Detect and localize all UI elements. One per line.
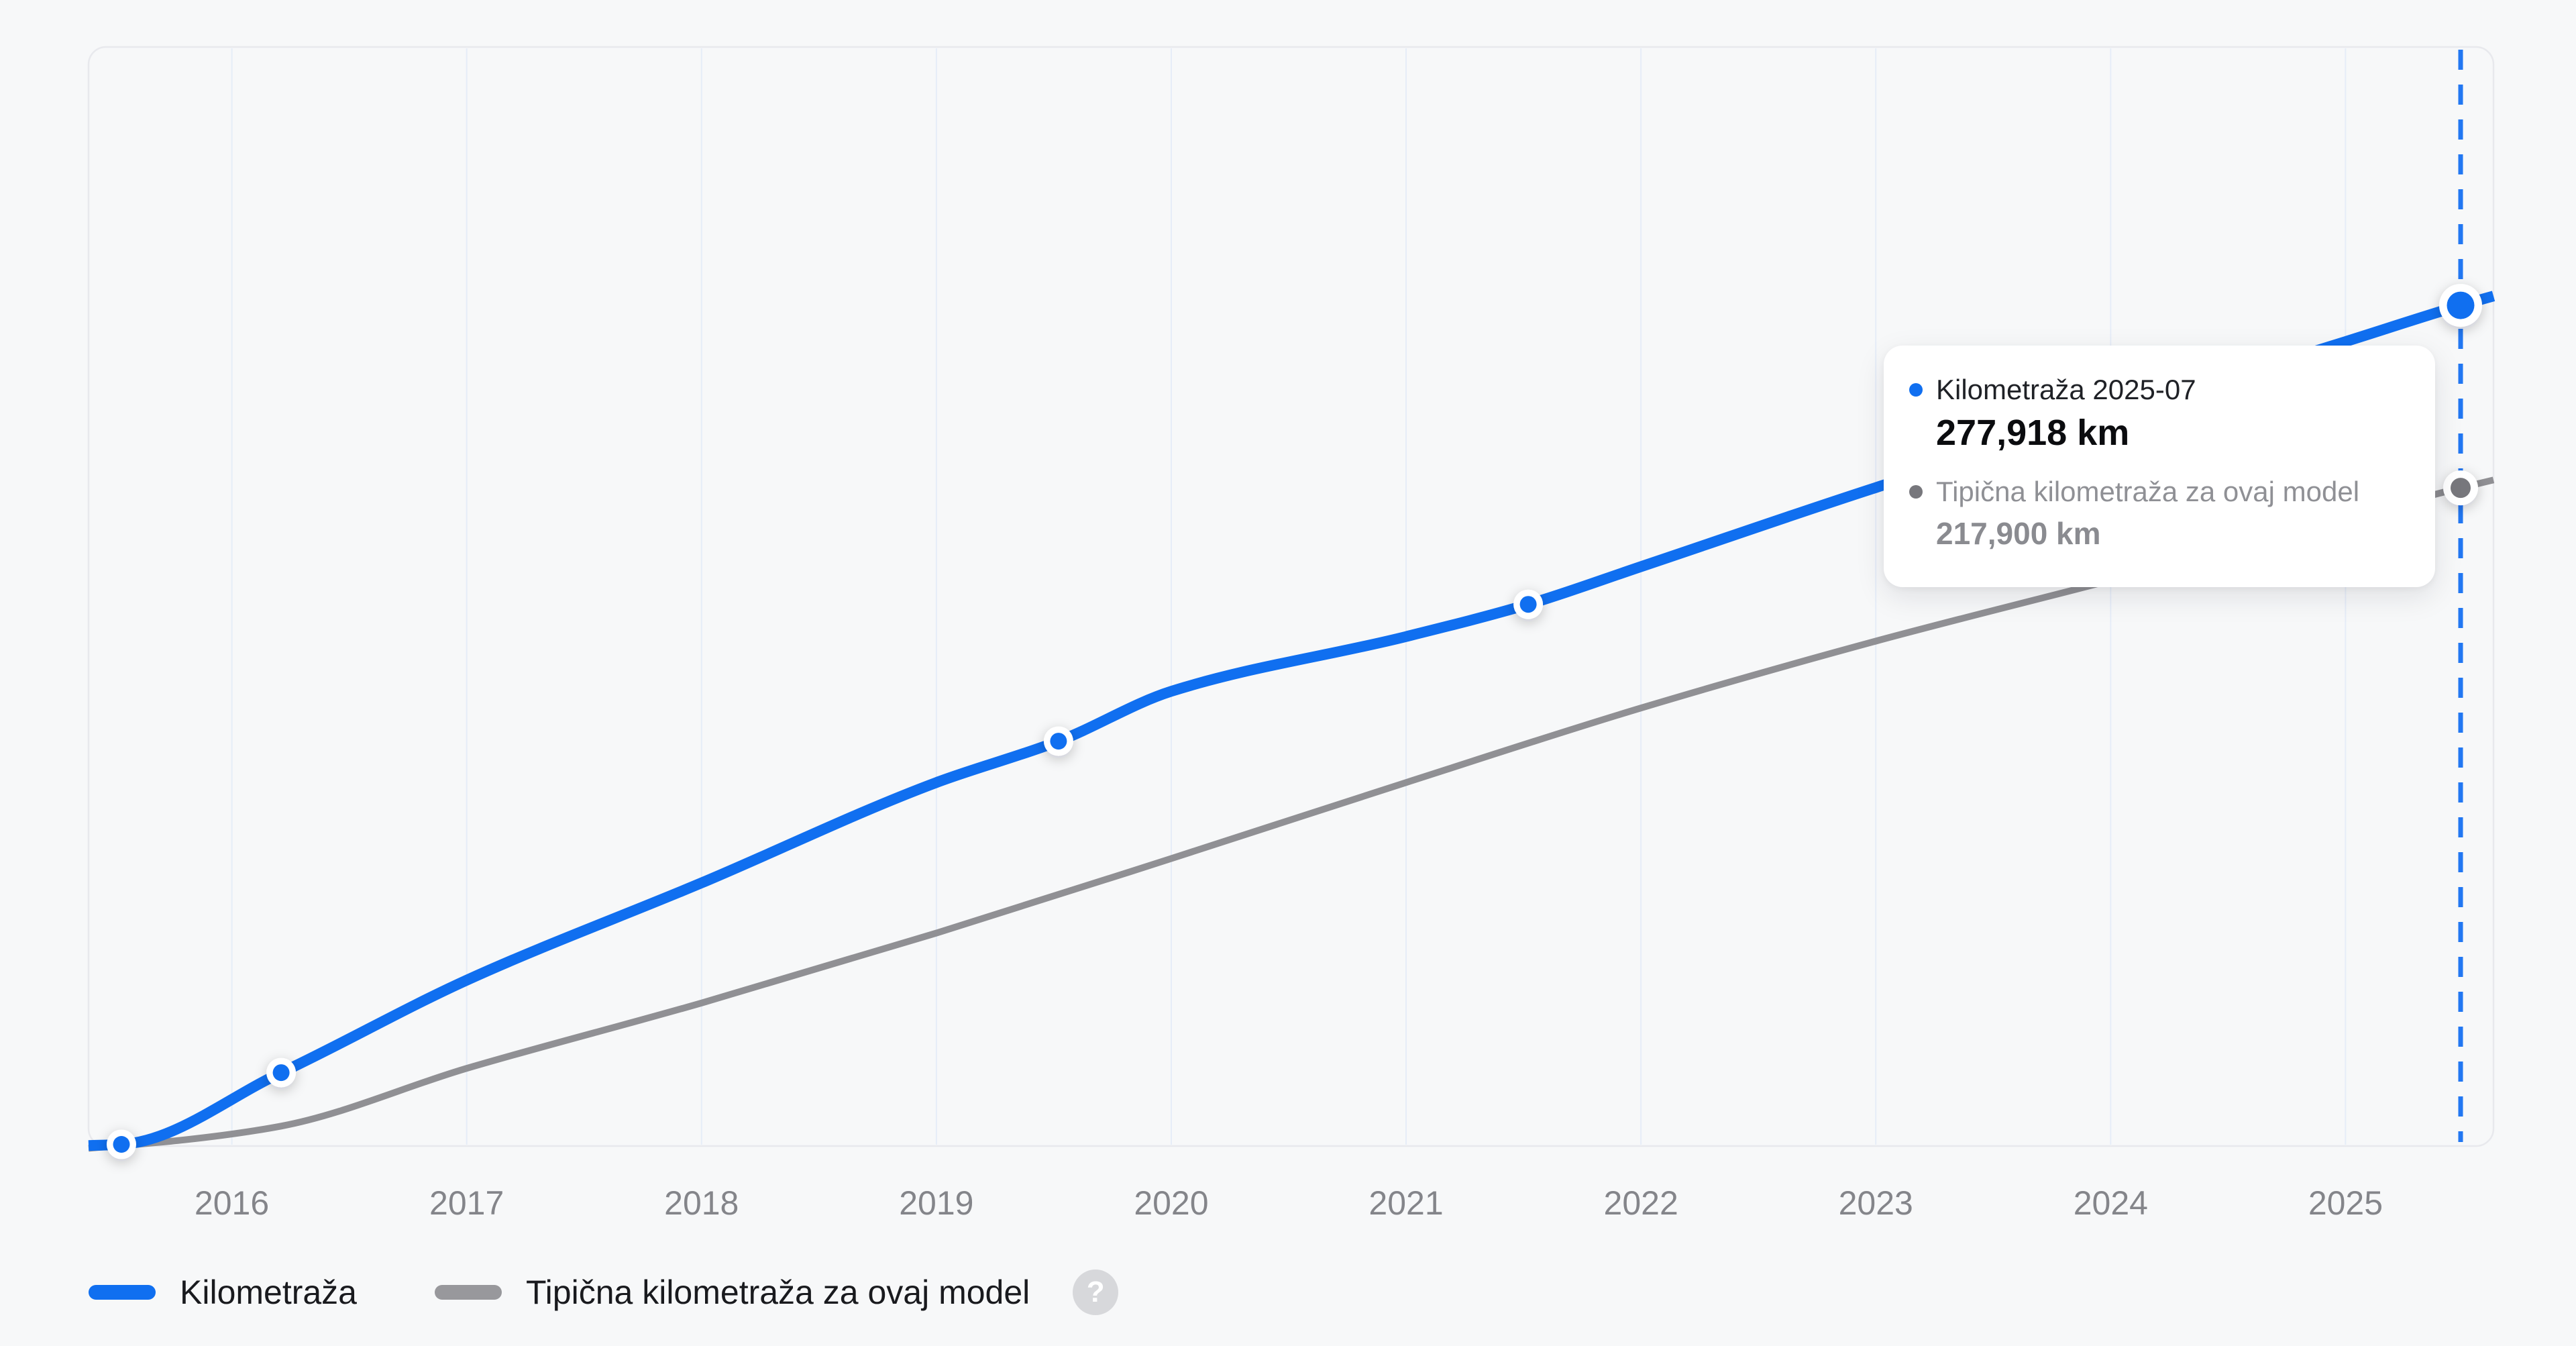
x-axis-label-2020: 2020 xyxy=(1134,1184,1209,1222)
tooltip-secondary-label: Tipična kilometraža za ovaj model xyxy=(1936,476,2360,507)
x-axis-label-2018: 2018 xyxy=(664,1184,739,1222)
legend-swatch-icon xyxy=(89,1285,156,1300)
x-axis-label-2021: 2021 xyxy=(1368,1184,1444,1222)
legend-item-tipicna[interactable]: Tipična kilometraža za ovaj model? xyxy=(435,1270,1119,1315)
tooltip-title: Kilometraža 2025-07 xyxy=(1936,374,2196,405)
x-axis-label-2022: 2022 xyxy=(1603,1184,1678,1222)
tooltip-primary-row: Kilometraža 2025-07 xyxy=(1909,374,2406,406)
legend-item-kilometraza[interactable]: Kilometraža xyxy=(89,1273,357,1312)
x-axis-label-2025: 2025 xyxy=(2308,1184,2383,1222)
plot-border xyxy=(87,46,2495,1147)
tooltip-primary-value: 277,918 km xyxy=(1936,413,2130,453)
x-axis-label-2017: 2017 xyxy=(429,1184,504,1222)
x-axis-label-2024: 2024 xyxy=(2073,1184,2148,1222)
chart-legend: Kilometraža Tipična kilometraža za ovaj m… xyxy=(89,1270,1119,1315)
x-axis-label-2023: 2023 xyxy=(1838,1184,1913,1222)
x-axis-label-2019: 2019 xyxy=(899,1184,974,1222)
data-point-marker-1 xyxy=(113,1136,130,1153)
legend-swatch-icon xyxy=(435,1285,502,1300)
data-point-marker-4 xyxy=(1519,596,1537,613)
tooltip-primary-bullet-icon xyxy=(1909,383,1923,397)
highlight-marker-tipicna xyxy=(2451,478,2471,499)
tooltip-secondary-value: 217,900 km xyxy=(1936,516,2101,551)
tooltip: Kilometraža 2025-07 277,918 km Tipična k… xyxy=(1884,346,2435,587)
legend-label: Kilometraža xyxy=(180,1274,357,1311)
data-point-marker-3 xyxy=(1050,733,1067,750)
highlight-marker-kilometraza xyxy=(2447,291,2475,319)
tooltip-secondary-row: Tipična kilometraža za ovaj model xyxy=(1909,476,2406,508)
question-mark-icon[interactable]: ? xyxy=(1073,1270,1119,1315)
legend-label: Tipična kilometraža za ovaj model xyxy=(526,1274,1030,1311)
tooltip-secondary-bullet-icon xyxy=(1909,485,1923,499)
x-axis-label-2016: 2016 xyxy=(194,1184,270,1222)
data-point-marker-2 xyxy=(272,1064,290,1082)
